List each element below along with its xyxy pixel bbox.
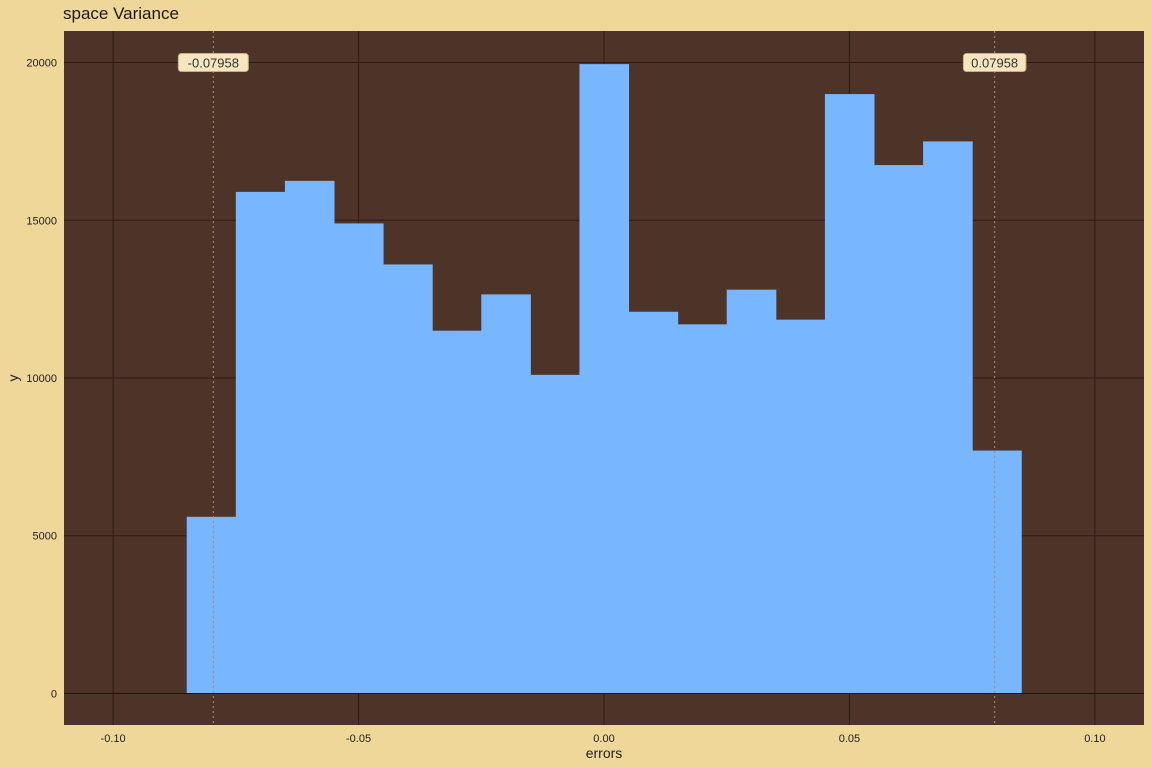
y-tick-label: 20000 [26, 58, 57, 70]
histogram-bars [186, 64, 1022, 694]
y-tick-label: 15000 [26, 215, 57, 227]
histogram-bar [824, 94, 875, 694]
y-tick-label: 5000 [33, 531, 57, 543]
reference-label-box [177, 53, 249, 73]
y-tick-label: 0 [51, 688, 57, 700]
x-tick-label: 0.10 [1084, 733, 1105, 745]
histogram-bar [677, 324, 728, 694]
histogram-bar [579, 64, 630, 694]
histogram-bar [972, 450, 1022, 694]
histogram-bar [726, 289, 777, 694]
x-tick-label: 0.05 [839, 733, 860, 745]
x-axis-ticks: -0.10 -0.05 0.00 0.05 0.10 [101, 733, 1106, 745]
histogram-bar [334, 223, 384, 694]
reference-label: 0.07958 [971, 56, 1018, 71]
histogram-bar [383, 264, 433, 694]
reference-label: -0.07958 [188, 56, 239, 71]
x-axis-label: errors [586, 745, 623, 761]
histogram-bar [284, 180, 335, 694]
histogram-bar [432, 330, 482, 694]
x-tick-label: 0.00 [593, 733, 614, 745]
histogram-bar [186, 516, 237, 694]
histogram-bar [235, 191, 286, 694]
histogram-bar [923, 141, 973, 694]
y-axis-ticks: 0 5000 10000 15000 20000 [26, 58, 57, 701]
histogram-bar [775, 319, 826, 694]
y-axis-label: y [5, 375, 21, 382]
histogram-bar [874, 165, 924, 694]
histogram-bar [481, 294, 531, 694]
histogram-bar [530, 374, 580, 694]
vertical-reference-lines: -0.07958 0.07958 [177, 31, 1027, 725]
histogram-bar [628, 311, 679, 694]
x-tick-label: -0.05 [346, 733, 371, 745]
y-tick-label: 10000 [26, 373, 57, 385]
x-tick-label: -0.10 [101, 733, 126, 745]
reference-label-box [962, 53, 1027, 73]
chart-title: space Variance [63, 4, 179, 23]
